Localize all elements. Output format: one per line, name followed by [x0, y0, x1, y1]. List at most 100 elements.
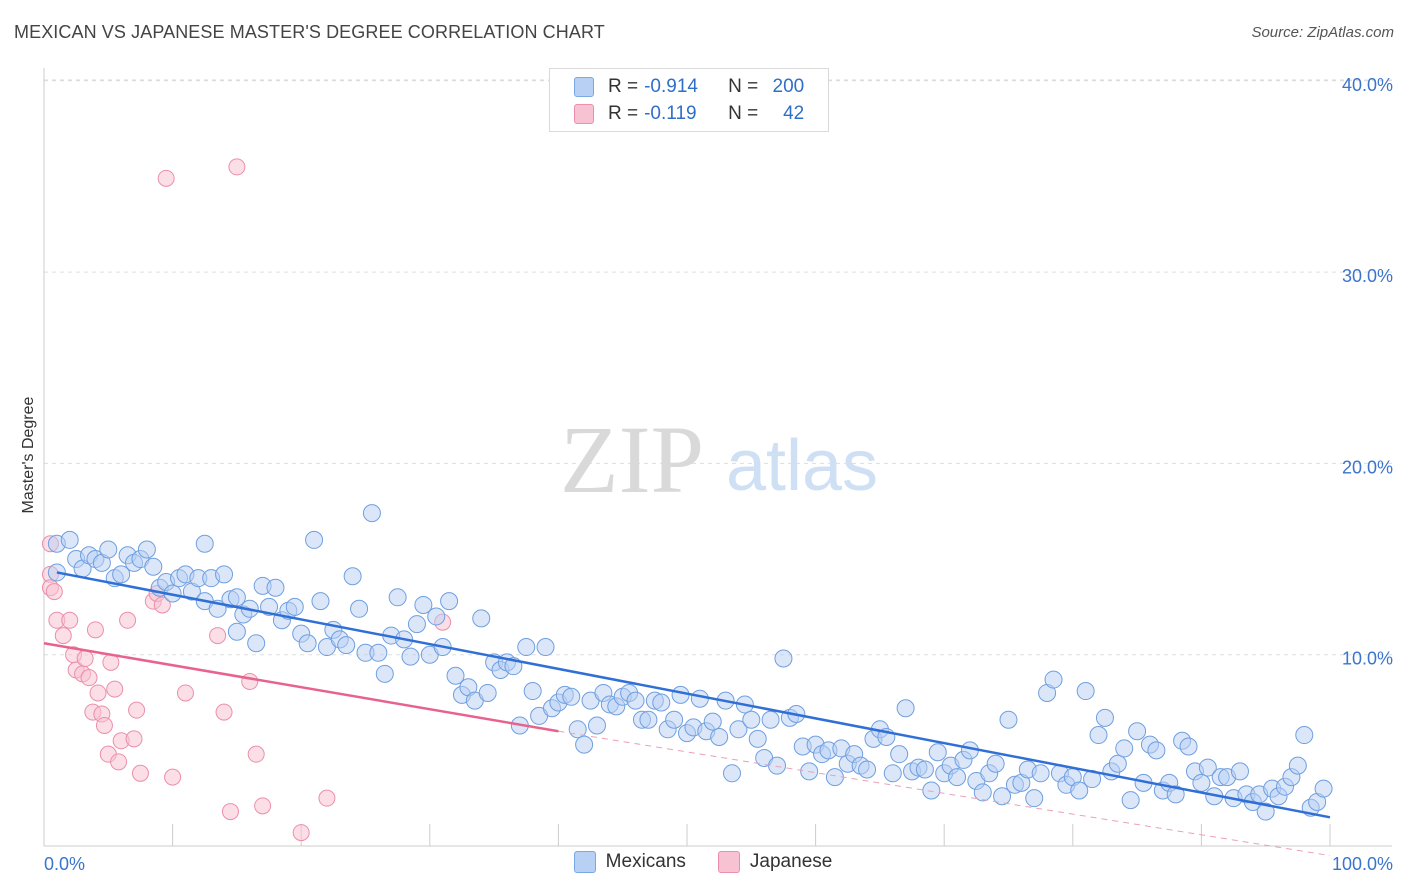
source-label: Source: ZipAtlas.com	[1251, 24, 1394, 41]
data-point-mexican	[748, 729, 767, 748]
data-point-mexican	[414, 595, 433, 614]
data-point-mexican	[1031, 764, 1050, 783]
data-point-mexican	[858, 760, 877, 779]
y-tick-label: 40.0%	[1342, 75, 1393, 95]
data-point-mexican	[587, 716, 606, 735]
data-point-mexican	[247, 634, 266, 653]
x-tick-label-max: 100.0%	[1332, 854, 1393, 874]
data-point-mexican	[999, 710, 1018, 729]
mexican-points	[47, 504, 1333, 821]
data-point-mexican	[375, 664, 394, 683]
data-point-mexican	[890, 745, 909, 764]
data-point-mexican	[343, 567, 362, 586]
data-point-japanese	[106, 680, 124, 698]
data-point-japanese	[215, 703, 233, 721]
y-tick-label: 10.0%	[1342, 649, 1393, 669]
data-point-japanese	[153, 596, 171, 614]
data-point-mexican	[1256, 802, 1275, 821]
data-point-mexican	[144, 557, 163, 576]
data-point-mexican	[285, 597, 304, 616]
data-point-japanese	[228, 158, 246, 176]
y-axis-label: Master's Degree	[20, 396, 37, 513]
chart-title: MEXICAN VS JAPANESE MASTER'S DEGREE CORR…	[14, 22, 605, 42]
data-point-japanese	[131, 764, 149, 782]
legend-swatch-mexicans	[573, 851, 596, 873]
data-point-mexican	[407, 615, 426, 634]
data-point-mexican	[137, 540, 156, 559]
data-point-japanese	[292, 824, 310, 842]
x-tick-label-min: 0.0%	[44, 854, 85, 874]
data-point-mexican	[1179, 737, 1198, 756]
data-point-mexican	[922, 781, 941, 800]
data-point-japanese	[241, 672, 259, 690]
data-point-mexican	[1089, 726, 1108, 745]
data-point-japanese	[119, 611, 137, 629]
data-point-mexican	[1025, 789, 1044, 808]
data-point-mexican	[305, 530, 324, 549]
data-point-mexican	[973, 783, 992, 802]
data-point-mexican	[517, 638, 536, 657]
data-point-mexican	[671, 685, 690, 704]
data-point-mexican	[1108, 754, 1127, 773]
data-point-mexican	[215, 565, 234, 584]
data-point-japanese	[86, 621, 104, 639]
data-point-mexican	[1295, 726, 1314, 745]
legend-r-value: -0.914	[644, 76, 698, 97]
legend-r-label: R =	[608, 103, 639, 124]
data-point-mexican	[1198, 758, 1217, 777]
data-point-mexican	[774, 649, 793, 668]
data-point-mexican	[1288, 756, 1307, 775]
data-point-mexican	[1147, 741, 1166, 760]
trend-line-japanese	[43, 641, 559, 733]
data-point-mexican	[1121, 791, 1140, 810]
data-point-mexican	[761, 710, 780, 729]
data-point-mexican	[1115, 739, 1134, 758]
watermark-zip: ZIP	[560, 406, 704, 513]
legend-row-japanese: R = -0.119 N = 42	[574, 103, 804, 125]
data-point-japanese	[54, 627, 72, 645]
legend-item-mexicans[interactable]: Mexicans	[573, 851, 686, 873]
data-point-mexican	[639, 710, 658, 729]
data-point-mexican	[260, 597, 279, 616]
data-point-japanese	[89, 684, 107, 702]
data-point-mexican	[1230, 762, 1249, 781]
data-point-mexican	[729, 720, 748, 739]
data-point-mexican	[665, 710, 684, 729]
legend-label-mexicans: Mexicans	[605, 851, 686, 872]
data-point-mexican	[993, 787, 1012, 806]
data-point-mexican	[883, 764, 902, 783]
legend-swatch-japanese	[717, 851, 740, 873]
legend-r-label: R =	[608, 76, 639, 97]
trend-line-japanese-extension	[558, 730, 1331, 857]
data-point-mexican	[523, 682, 542, 701]
data-point-mexican	[112, 565, 131, 584]
japanese-points	[41, 158, 452, 842]
watermark-atlas: atlas	[726, 426, 878, 506]
correlation-legend: R = -0.914 N = 200 R = -0.119 N = 42	[549, 68, 829, 132]
legend-item-japanese[interactable]: Japanese	[717, 851, 833, 873]
data-point-mexican	[928, 743, 947, 762]
legend-label-japanese: Japanese	[749, 851, 833, 872]
data-point-japanese	[221, 803, 239, 821]
data-point-mexican	[1095, 708, 1114, 727]
data-point-mexican	[227, 622, 246, 641]
data-point-mexican	[652, 693, 671, 712]
data-point-mexican	[1044, 670, 1063, 689]
data-point-mexican	[1076, 682, 1095, 701]
data-point-mexican	[562, 687, 581, 706]
data-point-mexican	[472, 609, 491, 628]
data-point-mexican	[1314, 779, 1333, 798]
legend-n-value: 42	[783, 103, 805, 124]
data-point-japanese	[209, 627, 227, 645]
data-point-mexican	[427, 607, 446, 626]
data-point-mexican	[1128, 722, 1147, 741]
legend-row-mexicans: R = -0.914 N = 200	[574, 76, 804, 98]
data-point-mexican	[478, 683, 497, 702]
data-point-japanese	[76, 650, 94, 668]
data-point-mexican	[440, 592, 459, 611]
data-point-mexican	[446, 666, 465, 685]
data-point-mexican	[948, 768, 967, 787]
data-point-japanese	[254, 797, 272, 815]
data-point-mexican	[60, 530, 79, 549]
